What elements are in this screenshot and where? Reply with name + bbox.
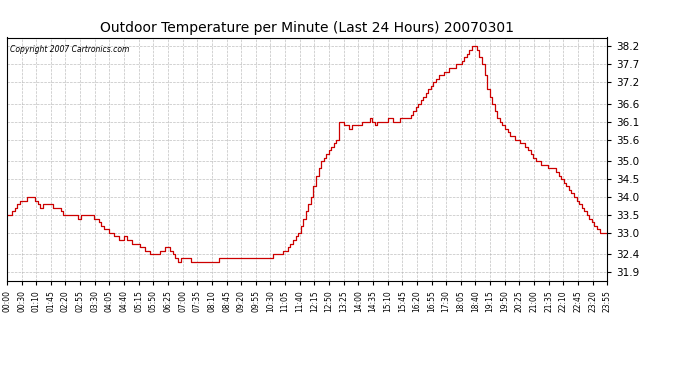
Text: Copyright 2007 Cartronics.com: Copyright 2007 Cartronics.com [10,45,129,54]
Title: Outdoor Temperature per Minute (Last 24 Hours) 20070301: Outdoor Temperature per Minute (Last 24 … [100,21,514,35]
